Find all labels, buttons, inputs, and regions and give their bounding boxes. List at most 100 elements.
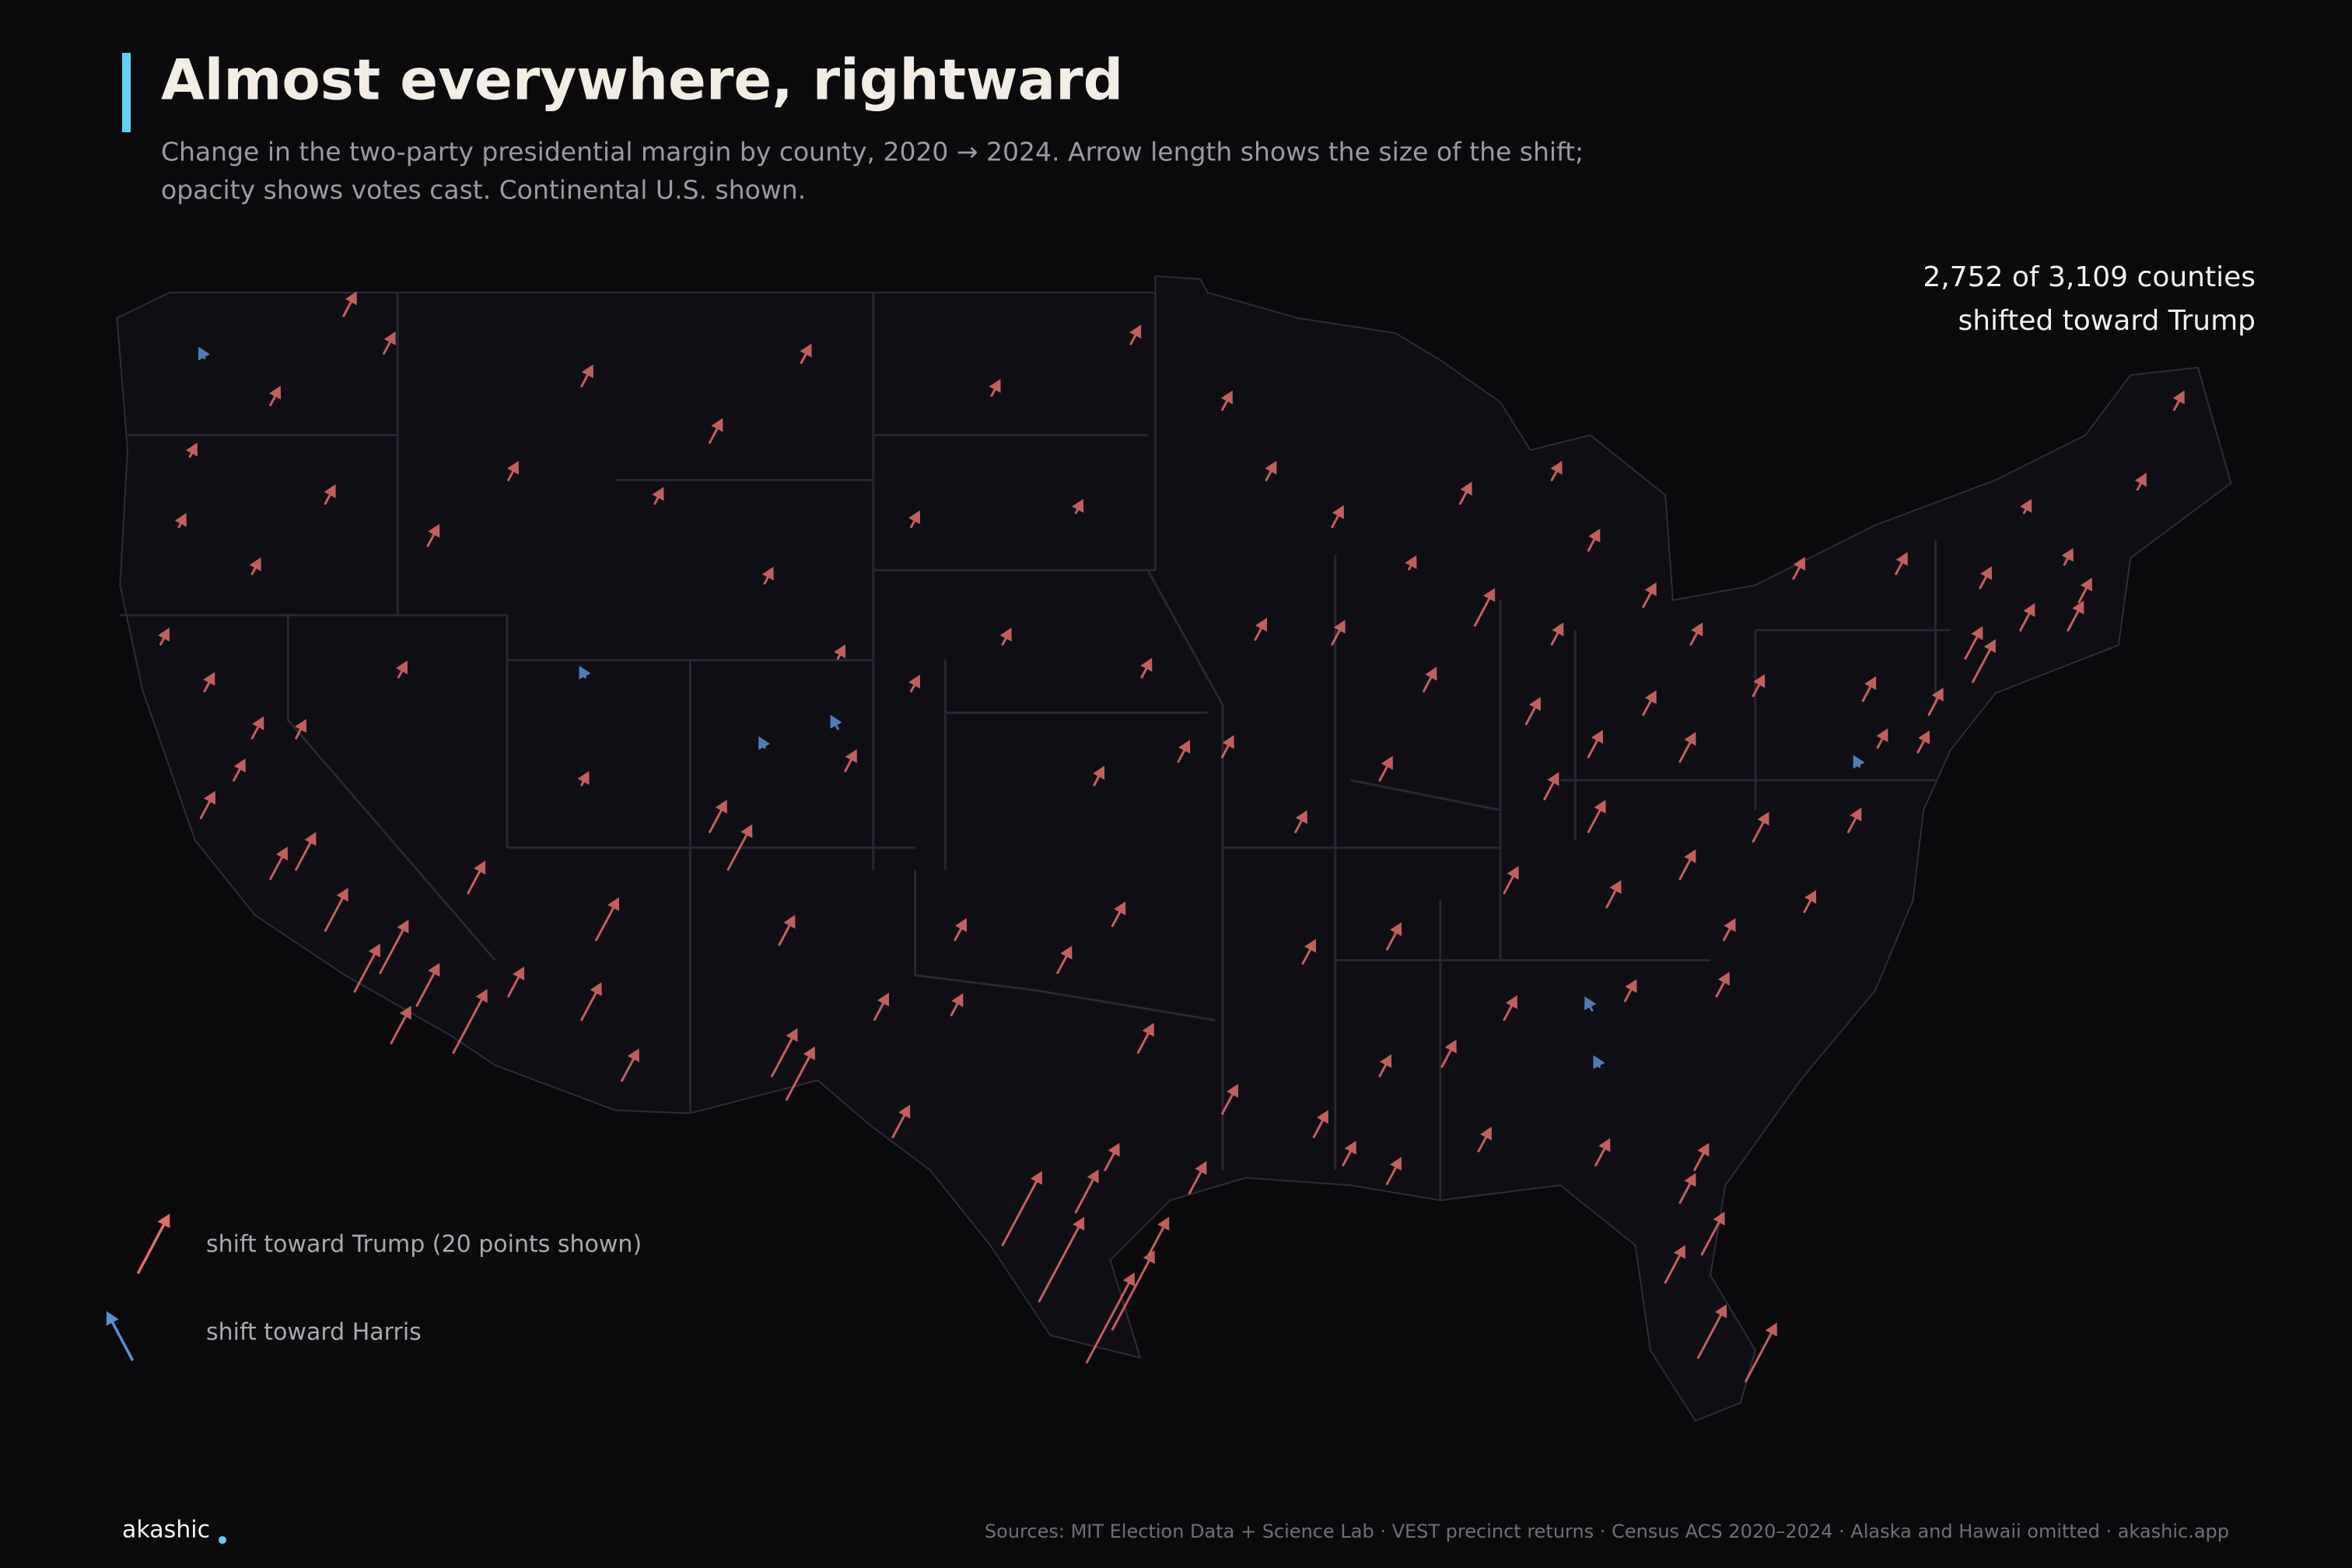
county-arrow xyxy=(950,992,964,1017)
county-arrow xyxy=(1664,1244,1685,1284)
county-arrow xyxy=(834,644,846,660)
county-arrow xyxy=(294,719,307,740)
us-map xyxy=(117,276,2231,1421)
county-arrow xyxy=(1342,1140,1356,1167)
county-arrow xyxy=(1104,1143,1120,1171)
county-arrow xyxy=(1385,922,1402,951)
county-arrow xyxy=(353,943,380,993)
county-arrow xyxy=(577,771,590,786)
county-arrow xyxy=(1623,978,1637,1003)
county-arrow xyxy=(1584,996,1597,1012)
county-arrow xyxy=(1331,505,1344,529)
county-arrow xyxy=(1422,667,1437,693)
county-arrow xyxy=(1001,1171,1042,1247)
sources: Sources: MIT Election Data + Science Lab… xyxy=(985,1521,2229,1542)
county-arrow xyxy=(758,736,771,751)
county-arrow xyxy=(250,716,264,740)
county-arrow xyxy=(761,566,774,585)
county-arrow xyxy=(1473,588,1496,627)
logo: akashic xyxy=(122,1517,210,1544)
county-arrow xyxy=(1678,1173,1696,1204)
county-arrow xyxy=(1177,740,1191,763)
county-arrow xyxy=(2019,603,2035,632)
county-arrow xyxy=(1594,1138,1611,1167)
county-arrow xyxy=(908,674,921,693)
legend-arrow xyxy=(137,1213,170,1274)
county-arrow xyxy=(1294,810,1307,834)
county-arrow xyxy=(2077,577,2092,604)
county-arrow xyxy=(1861,676,1877,702)
county-arrow xyxy=(800,343,812,364)
callout: shifted toward Trump xyxy=(1958,305,2256,337)
county-arrow xyxy=(1689,622,1703,646)
county-arrow xyxy=(1752,811,1769,843)
callout: 2,752 of 3,109 counties xyxy=(1923,261,2256,293)
county-arrow xyxy=(467,860,486,894)
county-arrow xyxy=(1221,1083,1239,1115)
county-arrow xyxy=(233,758,246,782)
county-arrow xyxy=(1752,674,1766,698)
county-arrow xyxy=(1964,625,1983,660)
state-borders xyxy=(120,292,1951,1201)
title: Almost everywhere, rightward xyxy=(161,47,1123,113)
county-arrow xyxy=(1477,1126,1493,1153)
county-arrow xyxy=(342,291,357,317)
county-arrow xyxy=(174,513,187,529)
county-arrow xyxy=(199,790,216,820)
county-arrow xyxy=(1642,690,1657,716)
county-arrow xyxy=(507,966,525,998)
title-accent xyxy=(122,53,131,132)
county-arrow xyxy=(185,443,198,458)
county-arrow xyxy=(396,660,408,679)
county-arrow xyxy=(771,1027,798,1078)
county-arrow xyxy=(1678,849,1696,880)
county-arrow xyxy=(390,1006,411,1045)
county-arrow xyxy=(1587,800,1606,834)
county-arrow xyxy=(908,510,921,529)
county-arrow xyxy=(580,982,602,1021)
county-arrow xyxy=(1459,481,1472,505)
county-arrow xyxy=(1140,657,1153,679)
county-arrow xyxy=(324,887,348,933)
county-arrow xyxy=(198,346,210,361)
county-arrow xyxy=(999,628,1012,646)
county-arrow xyxy=(1605,880,1622,908)
county-arrow xyxy=(1745,1322,1777,1383)
county-arrow xyxy=(1301,939,1317,965)
county-arrow xyxy=(295,831,317,871)
county-arrow xyxy=(873,992,890,1021)
county-arrow xyxy=(1093,765,1105,786)
county-arrow xyxy=(1111,901,1126,927)
county-arrow xyxy=(1378,755,1393,782)
county-arrow xyxy=(579,665,591,680)
county-arrow xyxy=(1587,730,1604,758)
county-arrow xyxy=(709,800,727,834)
county-arrow xyxy=(324,484,336,505)
legend-arrow xyxy=(106,1311,134,1361)
county-arrow xyxy=(1876,728,1888,749)
county-arrow xyxy=(269,385,282,407)
county-arrow xyxy=(1188,1160,1207,1195)
subtitle: Change in the two-party presidential mar… xyxy=(161,137,1584,167)
county-arrow xyxy=(1147,1216,1170,1256)
county-arrow xyxy=(989,379,1001,397)
county-arrow xyxy=(1129,324,1142,345)
county-arrow xyxy=(1550,622,1564,646)
county-arrow xyxy=(1085,1272,1135,1364)
county-arrow xyxy=(1693,1143,1710,1171)
county-arrow xyxy=(1853,754,1865,769)
county-arrow xyxy=(1221,735,1234,758)
county-arrow xyxy=(1979,565,1993,590)
county-arrow xyxy=(891,1104,911,1139)
county-arrow xyxy=(844,749,857,772)
county-arrow xyxy=(1440,1039,1457,1068)
county-arrow xyxy=(1700,1211,1725,1256)
county-arrow xyxy=(1715,971,1730,998)
county-arrow xyxy=(383,331,396,355)
county-arrow xyxy=(1312,1110,1328,1139)
county-arrow xyxy=(426,523,440,548)
county-arrow xyxy=(1265,460,1277,481)
county-arrow xyxy=(1038,1216,1085,1303)
county-arrow xyxy=(595,897,620,942)
